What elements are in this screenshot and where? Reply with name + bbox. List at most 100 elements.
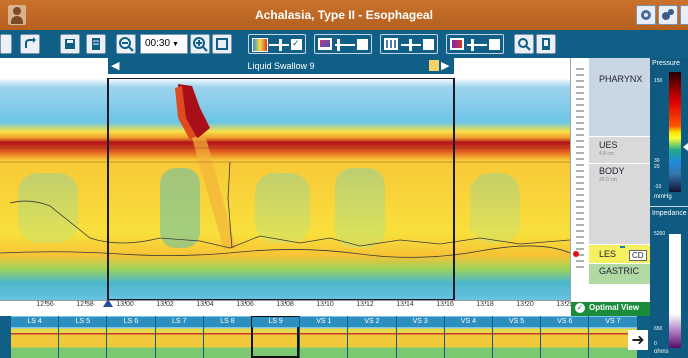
contour-toggle-group[interactable]: ✓ — [248, 34, 306, 54]
back-icon[interactable] — [0, 34, 12, 54]
swallow-thumbnail[interactable]: VS 2 — [347, 316, 396, 358]
notes-icon[interactable] — [86, 34, 106, 54]
fit-screen-icon[interactable] — [212, 34, 232, 54]
swallow-thumbnail[interactable]: LS 6 — [106, 316, 155, 358]
pressure-title: Pressure — [652, 60, 681, 67]
impedance-tick: 650 — [654, 326, 663, 332]
checkbox-icon — [489, 39, 500, 50]
axis-tick-mark — [85, 300, 86, 304]
axis-tick-mark — [125, 300, 126, 304]
report-icon[interactable] — [536, 34, 556, 54]
sensor-ruler — [576, 68, 584, 268]
zoom-in-icon[interactable] — [190, 34, 210, 54]
region-gastric[interactable]: GASTRIC — [599, 266, 640, 276]
prev-swallow-icon[interactable]: ◀ — [111, 60, 120, 72]
axis-tick-mark — [245, 300, 246, 304]
swallow-thumbnail[interactable]: VS 1 — [299, 316, 348, 358]
pressure-range-group[interactable] — [380, 34, 438, 54]
axis-tick-mark — [565, 300, 566, 304]
optimal-view-label: Optimal View — [589, 303, 640, 312]
axis-tick-mark — [285, 300, 286, 304]
axis-tick-label: 13:06 — [236, 301, 254, 308]
swallow-thumbnail[interactable]: VS 4 — [443, 316, 492, 358]
next-swallow-icon[interactable]: ▶ — [441, 60, 450, 72]
axis-tick-label: 12:58 — [76, 301, 94, 308]
impedance-range-group[interactable] — [446, 34, 504, 54]
region-les[interactable]: LES — [599, 249, 617, 259]
pressure-topography-plot[interactable] — [0, 78, 570, 300]
optimal-view-button[interactable]: ✓ Optimal View — [571, 302, 651, 316]
isobar-toggle-group[interactable] — [314, 34, 372, 54]
impedance-color-scale[interactable] — [669, 234, 681, 348]
pressure-slider-handle-icon[interactable] — [683, 143, 688, 151]
colormap-icon — [252, 38, 268, 52]
thumbnail-label: VS 3 — [396, 317, 444, 327]
impedance-unit: ohms — [654, 349, 669, 355]
duration-value: 00:30 — [145, 38, 171, 49]
region-pharynx[interactable]: PHARYNX — [599, 74, 643, 84]
body-patch — [470, 173, 520, 243]
axis-tick-label: 12:56 — [36, 301, 54, 308]
body-patch — [18, 173, 78, 243]
duration-select[interactable]: 00:30 ▼ — [140, 34, 188, 54]
window-title: Achalasia, Type II - Esophageal — [255, 8, 433, 22]
grid-icon — [384, 38, 398, 50]
axis-tick-mark — [525, 300, 526, 304]
search-icon[interactable] — [514, 34, 534, 54]
save-icon[interactable] — [60, 34, 80, 54]
ues-length: 4.8 cm — [599, 151, 615, 157]
cd-button[interactable]: CD — [629, 250, 647, 261]
axis-tick-label: 13:14 — [396, 301, 414, 308]
checkbox-icon — [357, 39, 368, 50]
settings-icon[interactable] — [636, 5, 656, 25]
axis-tick-label: 13:00 — [116, 301, 134, 308]
thumbnail-label: LS 5 — [59, 317, 107, 327]
axis-tick-label: 13:22 — [556, 301, 574, 308]
thumbnail-label: LS 7 — [155, 317, 203, 327]
pressure-color-scale[interactable] — [669, 72, 681, 192]
redo-icon[interactable] — [20, 34, 40, 54]
swallow-thumbnail[interactable]: LS 8 — [202, 316, 251, 358]
note-icon[interactable] — [429, 60, 439, 71]
pressure-tick: -10 — [654, 184, 662, 190]
toolbar: 00:30 ▼ ✓ — [0, 30, 688, 58]
axis-tick-label: 13:02 — [156, 301, 174, 308]
pressure-tick: 20 — [654, 164, 660, 170]
title-bar: Achalasia, Type II - Esophageal — [0, 0, 688, 30]
region-ues[interactable]: UES — [599, 140, 618, 150]
check-icon: ✓ — [575, 303, 585, 313]
swallow-thumbnail[interactable]: LS 7 — [154, 316, 203, 358]
swallow-thumbnail[interactable]: LS 5 — [58, 316, 107, 358]
thumbnail-label: LS 6 — [107, 317, 155, 327]
swallow-thumbnail[interactable]: VS 3 — [395, 316, 444, 358]
chevron-down-icon: ▼ — [172, 41, 179, 48]
impedance-tick: 5200 — [654, 231, 666, 237]
zoom-out-icon[interactable] — [116, 34, 136, 54]
axis-tick-mark — [45, 300, 46, 304]
user-avatar[interactable] — [8, 5, 26, 25]
swallow-window — [107, 78, 455, 300]
swallow-thumbnail[interactable]: VS 5 — [492, 316, 541, 358]
axis-tick-label: 13:10 — [316, 301, 334, 308]
help-icon[interactable] — [680, 5, 688, 25]
axis-tick-mark — [485, 300, 486, 304]
region-body[interactable]: BODY — [599, 166, 625, 176]
swallow-thumbnail[interactable]: LS 9 — [251, 316, 300, 358]
axis-marker-icon[interactable] — [103, 299, 113, 307]
thumbnail-label: LS 4 — [11, 317, 59, 327]
swallow-window-header[interactable]: ◀ Liquid Swallow 9 ▶ — [108, 58, 454, 74]
axis-tick-mark — [445, 300, 446, 304]
swallow-thumbnail[interactable]: LS 4 — [10, 316, 59, 358]
swallow-thumbnail[interactable]: VS 6 — [540, 316, 589, 358]
axis-tick-label: 13:04 — [196, 301, 214, 308]
thumbnail-label: VS 2 — [348, 317, 396, 327]
next-page-arrow-icon[interactable]: ➜ — [628, 330, 648, 350]
axis-tick-label: 13:16 — [436, 301, 454, 308]
pressure-tick: 150 — [654, 78, 663, 84]
axis-tick-mark — [325, 300, 326, 304]
checkbox-icon: ✓ — [291, 38, 302, 50]
body-patch — [160, 168, 200, 248]
gears-icon[interactable] — [658, 5, 678, 25]
les-marker-icon[interactable] — [573, 251, 579, 257]
axis-tick-label: 13:12 — [356, 301, 374, 308]
